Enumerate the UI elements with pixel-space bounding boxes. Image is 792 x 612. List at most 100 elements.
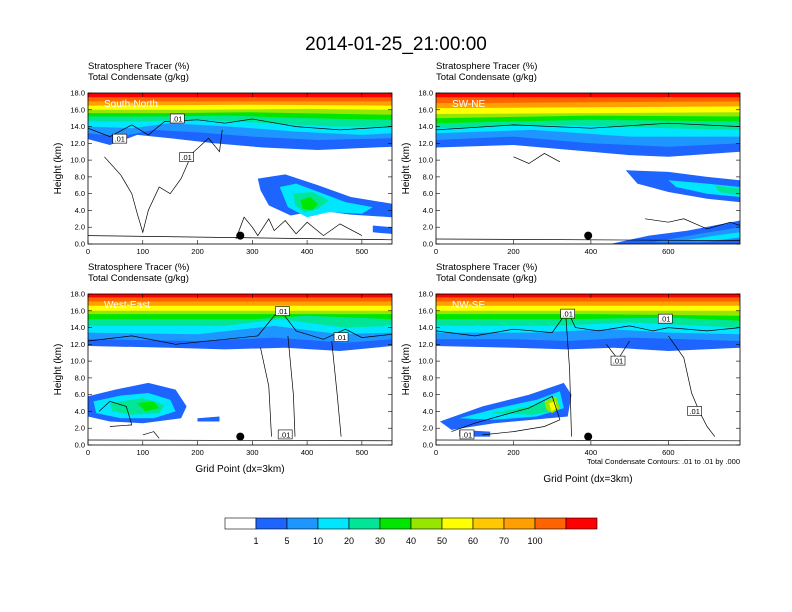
condensate-contour (98, 401, 133, 427)
shading-region (490, 398, 560, 415)
y-tick-label: 4.0 (423, 206, 433, 215)
panel-2: Stratosphere Tracer (%)Total Condensate … (53, 262, 393, 475)
y-tick-label: 18.0 (70, 290, 85, 299)
contour-label: .01 (336, 333, 346, 342)
y-tick-label: 18.0 (70, 89, 85, 98)
x-tick-label: 200 (191, 448, 204, 457)
shading-region (436, 294, 740, 298)
y-tick-label: 6.0 (75, 390, 85, 399)
legend-swatch (224, 517, 257, 530)
panel-subtitle-2: Total Condensate (g/kg) (436, 273, 537, 284)
shading-region (88, 93, 392, 98)
color-legend: 1 5 10 20 30 40 50 60 70 100 (224, 517, 598, 546)
legend-label: 20 (344, 536, 354, 546)
legend-swatch (503, 517, 536, 530)
y-tick-label: 16.0 (418, 306, 433, 315)
legend-label: 40 (406, 536, 416, 546)
contour-label: .01 (172, 115, 182, 124)
condensate-contour (451, 395, 561, 436)
x-tick-label: 0 (434, 448, 438, 457)
y-tick-label: 8.0 (423, 373, 433, 382)
contour-label: .01 (462, 430, 472, 439)
contour-label-box (169, 113, 185, 124)
x-tick-label: 400 (301, 448, 314, 457)
y-tick-label: 10.0 (70, 156, 85, 165)
y-tick-label: 16.0 (70, 105, 85, 114)
panel-label: West-East (104, 300, 150, 311)
plot-frame (87, 92, 393, 245)
x-tick-label: 300 (246, 448, 259, 457)
contour-label-box (657, 313, 673, 324)
y-tick-label: 2.0 (423, 223, 433, 232)
figure-title: 2014-01-25_21:00:00 (305, 34, 487, 55)
plot-frame (87, 293, 393, 446)
y-tick-label: 2.0 (423, 424, 433, 433)
legend-swatch (410, 517, 443, 530)
x-axis-label: Grid Point (dx=3km) (543, 474, 632, 485)
contour-label-box (277, 429, 293, 440)
panels: Stratosphere Tracer (%)Total Condensate … (53, 61, 741, 485)
contour-label: .01 (277, 307, 287, 316)
x-tick-label: 0 (434, 247, 438, 256)
y-tick-label: 10.0 (418, 156, 433, 165)
y-tick-label: 4.0 (75, 407, 85, 416)
panel-subtitle-1: Stratosphere Tracer (%) (88, 262, 189, 273)
contour-label-box (687, 406, 702, 416)
x-tick-label: 100 (137, 448, 150, 457)
condensate-contour (142, 431, 160, 439)
condensate-contour (436, 238, 740, 241)
y-tick-label: 12.0 (70, 139, 85, 148)
y-tick-label: 8.0 (75, 373, 85, 382)
y-tick-label: 16.0 (418, 105, 433, 114)
y-tick-label: 8.0 (75, 172, 85, 181)
plot-frame (435, 92, 741, 245)
shading-region (436, 93, 740, 98)
shading-region (668, 180, 740, 197)
x-axis-label: Grid Point (dx=3km) (195, 464, 284, 475)
condensate-contour (513, 152, 561, 164)
x-tick-label: 600 (662, 247, 675, 256)
condensate-contour (645, 218, 740, 230)
tracer-shading (88, 294, 392, 442)
location-marker (584, 432, 593, 441)
x-tick-label: 300 (246, 247, 259, 256)
y-tick-label: 10.0 (70, 357, 85, 366)
x-tick-label: 600 (662, 448, 675, 457)
legend-swatch (317, 517, 350, 530)
legend-swatch (286, 517, 319, 530)
x-tick-label: 200 (191, 247, 204, 256)
condensate-contour (287, 335, 296, 437)
shading-region (137, 401, 160, 412)
legend-swatch (472, 517, 505, 530)
shading-region (197, 416, 220, 422)
y-tick-label: 12.0 (70, 340, 85, 349)
x-tick-label: 500 (356, 247, 369, 256)
y-axis-label: Height (km) (53, 344, 64, 396)
y-tick-label: 16.0 (70, 306, 85, 315)
shading-region (372, 225, 392, 234)
legend-label: 5 (284, 536, 289, 546)
y-axis-label: Height (km) (401, 344, 412, 396)
contour-label: .01 (115, 135, 125, 144)
legend-label: 50 (437, 536, 447, 546)
contour-label: .01 (562, 310, 572, 319)
condensate-contour (235, 216, 363, 240)
x-tick-label: 0 (86, 448, 90, 457)
x-tick-label: 100 (137, 247, 150, 256)
legend-label: 100 (527, 536, 542, 546)
condensate-contour (260, 347, 272, 437)
panel-label: South-North (104, 99, 158, 110)
contour-footnote: Total Condensate Contours: .01 to .01 by… (587, 457, 740, 466)
legend-swatch (255, 517, 288, 530)
x-tick-label: 400 (585, 247, 598, 256)
y-axis-label: Height (km) (53, 143, 64, 195)
y-tick-label: 0.0 (423, 240, 433, 249)
panel-subtitle-1: Stratosphere Tracer (%) (436, 262, 537, 273)
y-tick-label: 14.0 (418, 122, 433, 131)
location-marker (236, 231, 245, 240)
legend-swatch (441, 517, 474, 530)
shading-region (88, 294, 392, 298)
y-tick-label: 2.0 (75, 424, 85, 433)
legend-swatch (348, 517, 381, 530)
